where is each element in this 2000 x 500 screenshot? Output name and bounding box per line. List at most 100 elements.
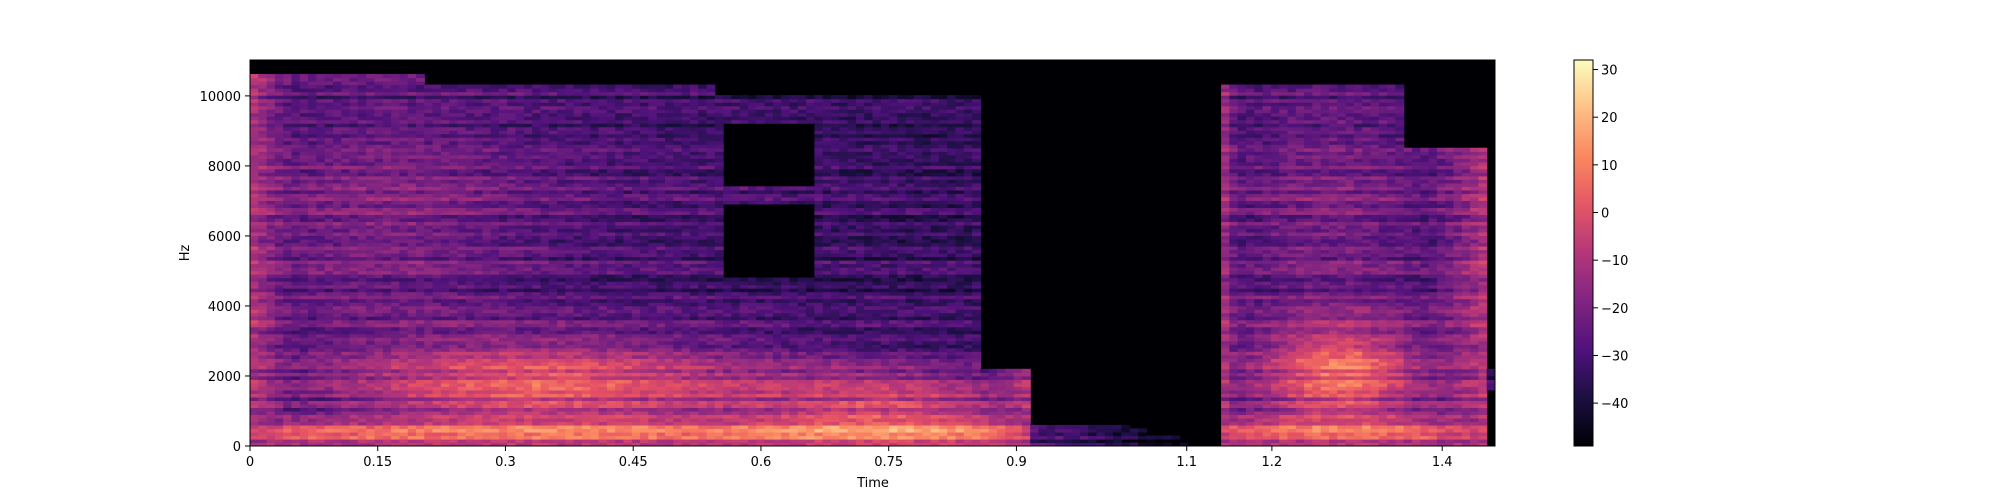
spectrogram-cell — [515, 270, 525, 275]
spectrogram-cell — [333, 119, 342, 124]
spectrogram-cell — [465, 295, 475, 300]
spectrogram-cell — [523, 217, 533, 223]
spectrogram-cell — [515, 330, 525, 335]
spectrogram-cell — [341, 305, 351, 310]
spectrogram-cell — [333, 326, 342, 331]
spectrogram-cell — [341, 91, 351, 96]
spectrogram-cell — [391, 105, 400, 110]
spectrogram-cell — [308, 154, 317, 159]
spectrogram-cell — [573, 424, 583, 430]
spectrogram-cell — [565, 144, 575, 149]
spectrogram-cell — [316, 242, 326, 247]
spectrogram-cell — [515, 263, 525, 268]
spectrogram-cell — [407, 291, 417, 296]
spectrogram-cell — [582, 417, 591, 423]
spectrogram-cell — [299, 298, 309, 303]
spectrogram-cell — [640, 298, 649, 303]
spectrogram-cell — [382, 407, 392, 412]
spectrogram-cell — [598, 386, 608, 391]
spectrogram-cell — [274, 182, 284, 187]
spectrogram-cell — [399, 77, 409, 82]
spectrogram-cell — [341, 119, 351, 124]
spectrogram-cell — [523, 147, 533, 152]
spectrogram-cell — [349, 400, 359, 405]
spectrogram-cell — [532, 235, 542, 240]
spectrogram-cell — [565, 428, 575, 433]
spectrogram-cell — [291, 319, 301, 324]
spectrogram-cell — [640, 186, 649, 191]
spectrogram-cell — [399, 217, 409, 223]
spectrogram-cell — [507, 119, 517, 124]
spectrogram-cell — [424, 361, 434, 366]
spectrogram-cell — [449, 424, 459, 430]
spectrogram-cell — [532, 207, 542, 212]
spectrogram-cell — [250, 267, 259, 272]
spectrogram-cell — [457, 95, 467, 100]
spectrogram-cell — [399, 144, 409, 149]
spectrogram-cell — [432, 316, 442, 321]
spectrogram-cell — [382, 361, 392, 366]
spectrogram-cell — [432, 203, 442, 208]
spectrogram-cell — [515, 186, 525, 191]
spectrogram-cell — [274, 235, 284, 240]
spectrogram-cell — [523, 340, 533, 345]
spectrogram-cell — [391, 242, 400, 247]
spectrogram-cell — [507, 372, 517, 377]
spectrogram-cell — [258, 84, 268, 89]
spectrogram-cell — [615, 228, 625, 233]
spectrogram-cell — [582, 165, 591, 170]
spectrogram-cell — [308, 274, 317, 279]
spectrogram-cell — [532, 358, 542, 363]
spectrogram-cell — [482, 189, 492, 194]
spectrogram-cell — [382, 344, 392, 349]
spectrogram-cell — [283, 231, 293, 237]
spectrogram-cell — [432, 165, 442, 170]
spectrogram-cell — [432, 354, 442, 359]
spectrogram-cell — [349, 147, 359, 152]
spectrogram-cell — [258, 200, 268, 205]
spectrogram-cell — [357, 249, 367, 254]
spectrogram-cell — [606, 442, 616, 446]
spectrogram-cell — [474, 88, 483, 93]
spectrogram-cell — [523, 274, 533, 279]
spectrogram-cell — [474, 224, 483, 230]
spectrogram-cell — [623, 144, 633, 149]
spectrogram-cell — [266, 140, 276, 145]
spectrogram-cell — [250, 389, 259, 394]
spectrogram-cell — [299, 382, 309, 387]
spectrogram-cell — [424, 305, 434, 310]
spectrogram-cell — [640, 210, 649, 215]
spectrogram-cell — [391, 358, 400, 363]
spectrogram-cell — [548, 361, 558, 366]
spectrogram-cell — [449, 347, 459, 352]
spectrogram-cell — [407, 77, 417, 82]
spectrogram-cell — [474, 119, 483, 124]
spectrogram-cell — [515, 365, 525, 370]
spectrogram-cell — [474, 407, 483, 412]
spectrogram-cell — [465, 165, 475, 170]
spectrogram-cell — [482, 386, 492, 391]
spectrogram-cell — [474, 372, 483, 377]
spectrogram-cell — [540, 147, 550, 152]
spectrogram-cell — [250, 379, 259, 384]
spectrogram-cell — [274, 224, 284, 230]
spectrogram-cell — [341, 77, 351, 82]
spectrogram-cell — [349, 281, 359, 286]
spectrogram-cell — [582, 305, 591, 310]
spectrogram-cell — [598, 140, 608, 145]
spectrogram-cell — [357, 168, 367, 173]
spectrogram-cell — [324, 424, 334, 430]
spectrogram-cell — [424, 91, 434, 96]
spectrogram-cell — [532, 323, 542, 328]
spectrogram-cell — [606, 95, 616, 100]
spectrogram-cell — [573, 200, 583, 205]
spectrogram-cell — [590, 417, 600, 423]
spectrogram-cell — [266, 116, 276, 121]
spectrogram-cell — [598, 288, 608, 293]
spectrogram-cell — [274, 396, 284, 401]
spectrogram-cell — [308, 126, 317, 131]
spectrogram-cell — [424, 228, 434, 233]
spectrogram-cell — [283, 119, 293, 124]
spectrogram-cell — [482, 151, 492, 156]
spectrogram-cell — [440, 196, 450, 201]
